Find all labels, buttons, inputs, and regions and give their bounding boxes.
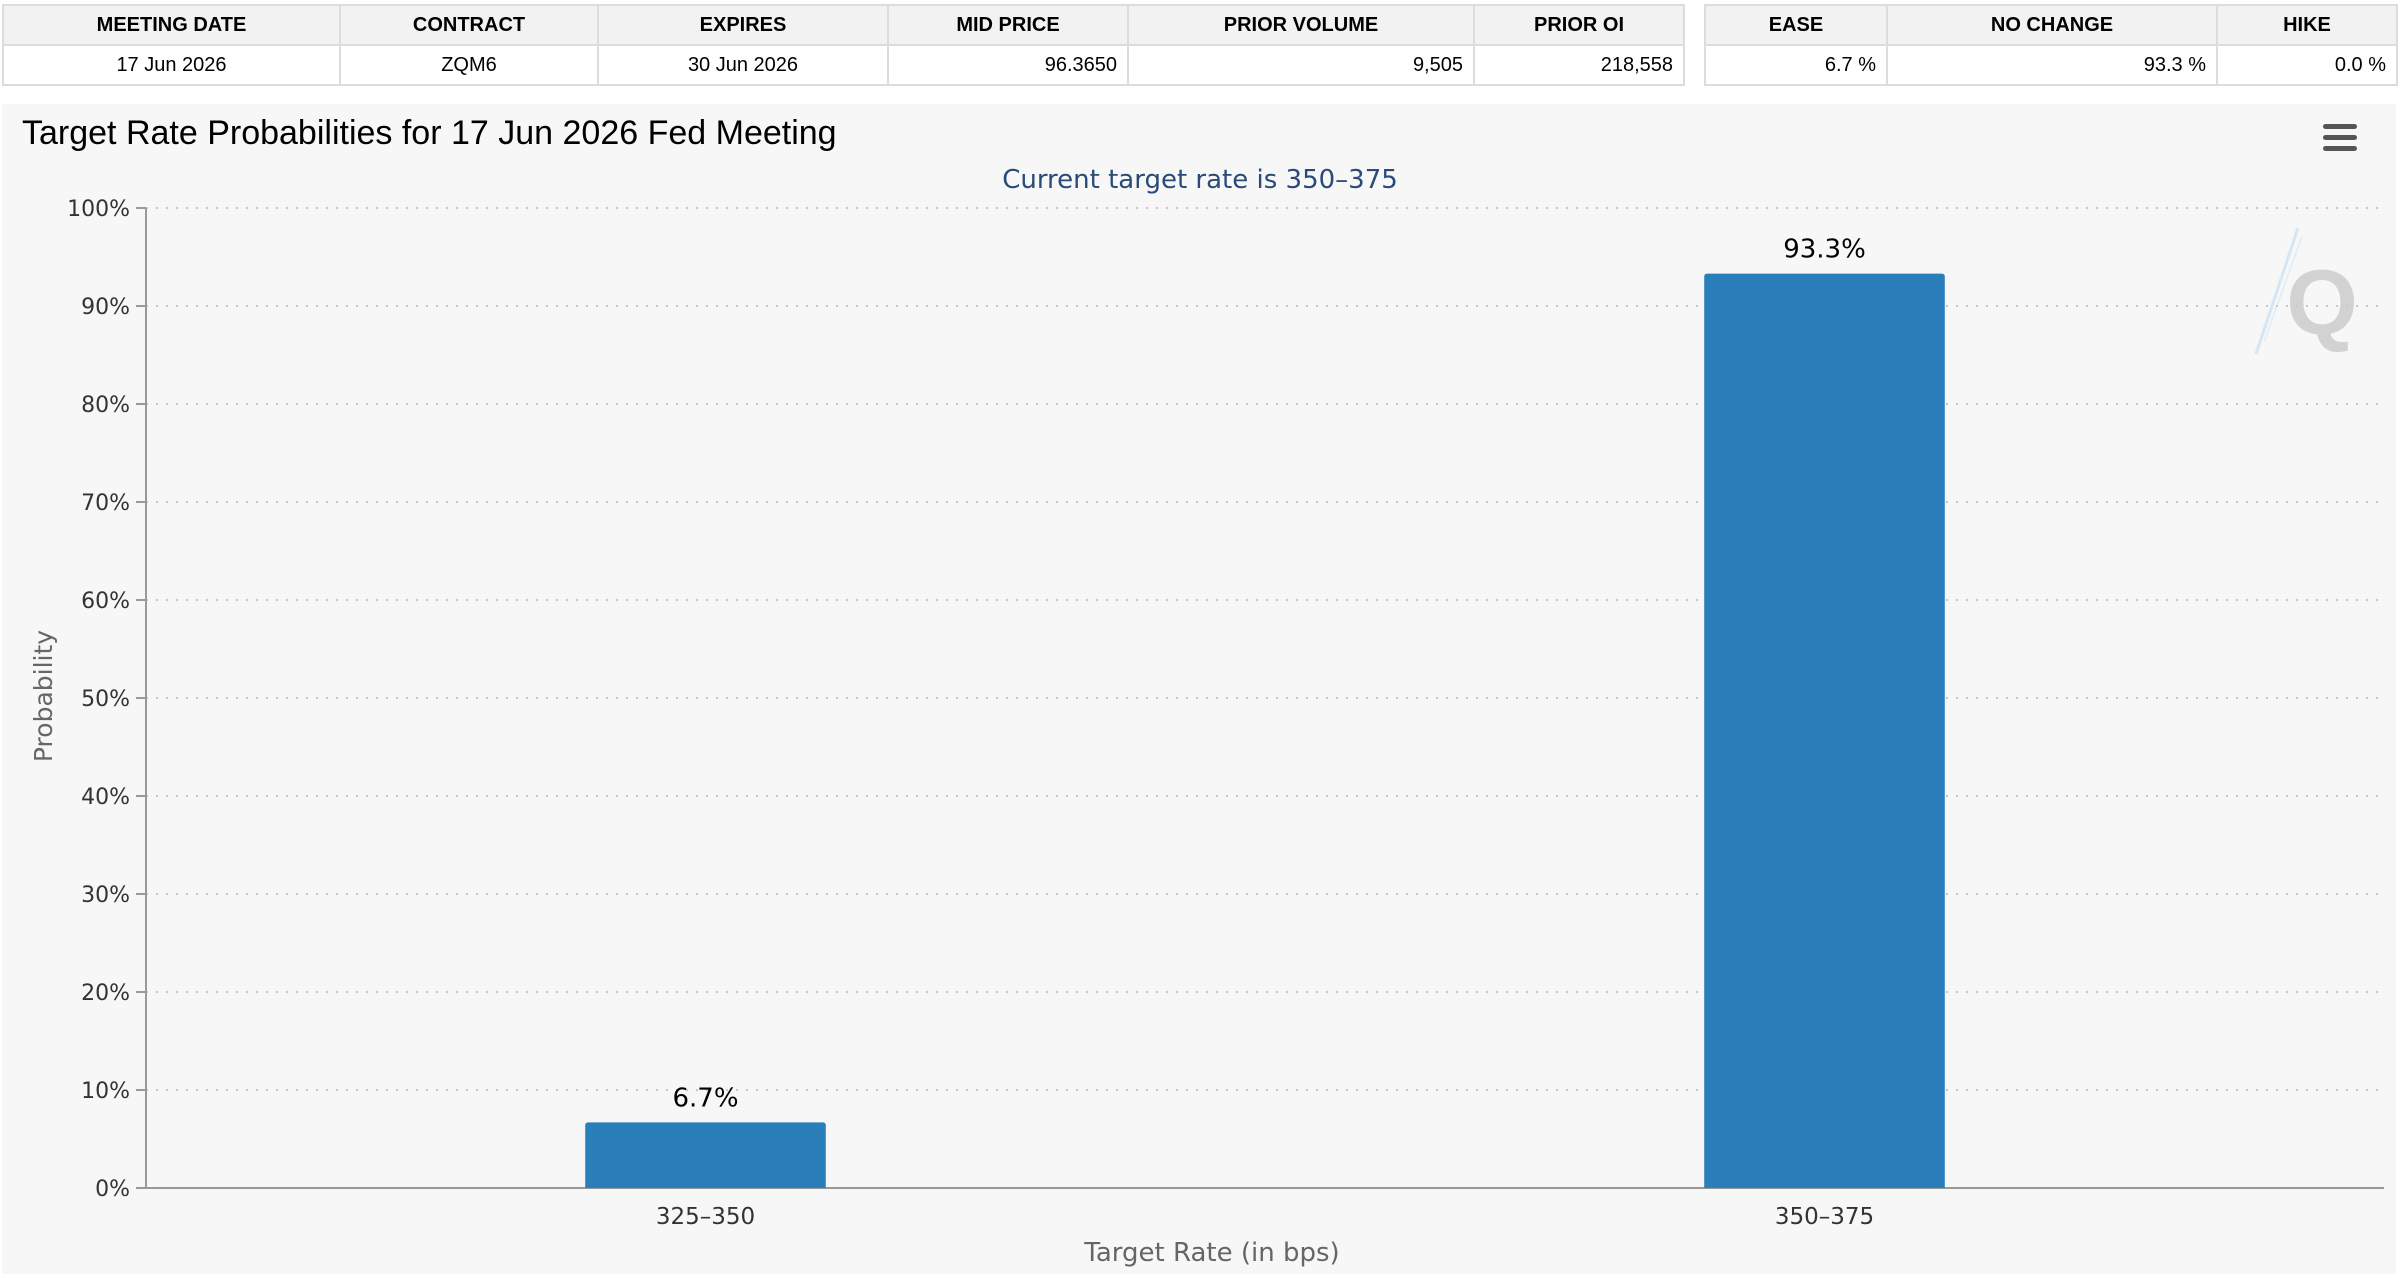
y-tick-label: 40% xyxy=(81,785,130,810)
header-hike[interactable]: HIKE xyxy=(2216,4,2398,46)
y-tick-label: 60% xyxy=(81,589,130,614)
probability-table: EASE NO CHANGE HIKE 6.7 % 93.3 % 0.0 % xyxy=(1704,4,2398,86)
y-tick-label: 50% xyxy=(81,687,130,712)
y-tick-label: 10% xyxy=(81,1079,130,1104)
cell-prior-volume: 9,505 xyxy=(1127,44,1475,86)
header-mid-price[interactable]: MID PRICE xyxy=(887,4,1129,46)
menu-icon-line xyxy=(2323,124,2357,129)
header-prior-oi[interactable]: PRIOR OI xyxy=(1473,4,1685,46)
q-logo-watermark-icon: Q xyxy=(2254,227,2358,355)
x-tick-label: 350–375 xyxy=(1775,1204,1874,1230)
probability-table-header-row: EASE NO CHANGE HIKE xyxy=(1704,4,2398,46)
cell-meeting-date: 17 Jun 2026 xyxy=(2,44,341,86)
cell-prior-oi: 218,558 xyxy=(1473,44,1685,86)
header-no-change[interactable]: NO CHANGE xyxy=(1886,4,2218,46)
chart-subtitle: Current target rate is 350–375 xyxy=(1002,165,1398,195)
y-tick-label: 70% xyxy=(81,491,130,516)
cell-hike: 0.0 % xyxy=(2216,44,2398,86)
y-tick-label: 80% xyxy=(81,393,130,418)
y-axis-title: Probability xyxy=(29,630,58,762)
y-tick-label: 100% xyxy=(67,197,130,222)
x-tick-label: 325–350 xyxy=(656,1204,755,1230)
y-tick-label: 30% xyxy=(81,883,130,908)
header-expires[interactable]: EXPIRES xyxy=(597,4,889,46)
y-tick-label: 20% xyxy=(81,981,130,1006)
chart-panel: Target Rate Probabilities for 17 Jun 202… xyxy=(2,104,2396,1274)
header-tables: MEETING DATE CONTRACT EXPIRES MID PRICE … xyxy=(0,0,2400,96)
header-contract[interactable]: CONTRACT xyxy=(339,4,599,46)
cell-ease: 6.7 % xyxy=(1704,44,1888,86)
cell-no-change: 93.3 % xyxy=(1886,44,2218,86)
cell-expires: 30 Jun 2026 xyxy=(597,44,889,86)
header-meeting-date[interactable]: MEETING DATE xyxy=(2,4,341,46)
menu-icon-line xyxy=(2323,135,2357,140)
table-row: 6.7 % 93.3 % 0.0 % xyxy=(1704,44,2398,86)
probability-bar-chart: Q 0% 10% 20% 30% 40% 50% 60% 70% 80% 90% 100% 325–3… xyxy=(29,165,2384,1268)
menu-icon-line xyxy=(2323,146,2357,151)
svg-text:Q: Q xyxy=(2286,252,2358,354)
x-axis-title: Target Rate (in bps) xyxy=(1083,1238,1339,1268)
chart-title: Target Rate Probabilities for 17 Jun 202… xyxy=(22,114,837,152)
y-tick-label: 90% xyxy=(81,295,130,320)
meeting-table-header-row: MEETING DATE CONTRACT EXPIRES MID PRICE … xyxy=(2,4,1685,46)
cell-contract: ZQM6 xyxy=(339,44,599,86)
header-prior-volume[interactable]: PRIOR VOLUME xyxy=(1127,4,1475,46)
bar-2[interactable] xyxy=(1704,273,1945,1188)
hamburger-menu-icon[interactable] xyxy=(2320,120,2360,156)
header-ease[interactable]: EASE xyxy=(1704,4,1888,46)
cell-mid-price: 96.3650 xyxy=(887,44,1129,86)
y-tick-label: 0% xyxy=(95,1177,130,1202)
bar-data-label: 93.3% xyxy=(1783,235,1866,265)
meeting-info-table: MEETING DATE CONTRACT EXPIRES MID PRICE … xyxy=(2,4,1685,86)
axes: 0% 10% 20% 30% 40% 50% 60% 70% 80% 90% 100% 325–350… xyxy=(67,197,2384,1230)
bar-data-label: 6.7% xyxy=(672,1083,738,1113)
bar-1[interactable] xyxy=(585,1122,826,1188)
table-row: 17 Jun 2026 ZQM6 30 Jun 2026 96.3650 9,5… xyxy=(2,44,1685,86)
bars: 6.7% 93.3% xyxy=(585,235,1945,1188)
gridlines xyxy=(146,207,2384,1091)
